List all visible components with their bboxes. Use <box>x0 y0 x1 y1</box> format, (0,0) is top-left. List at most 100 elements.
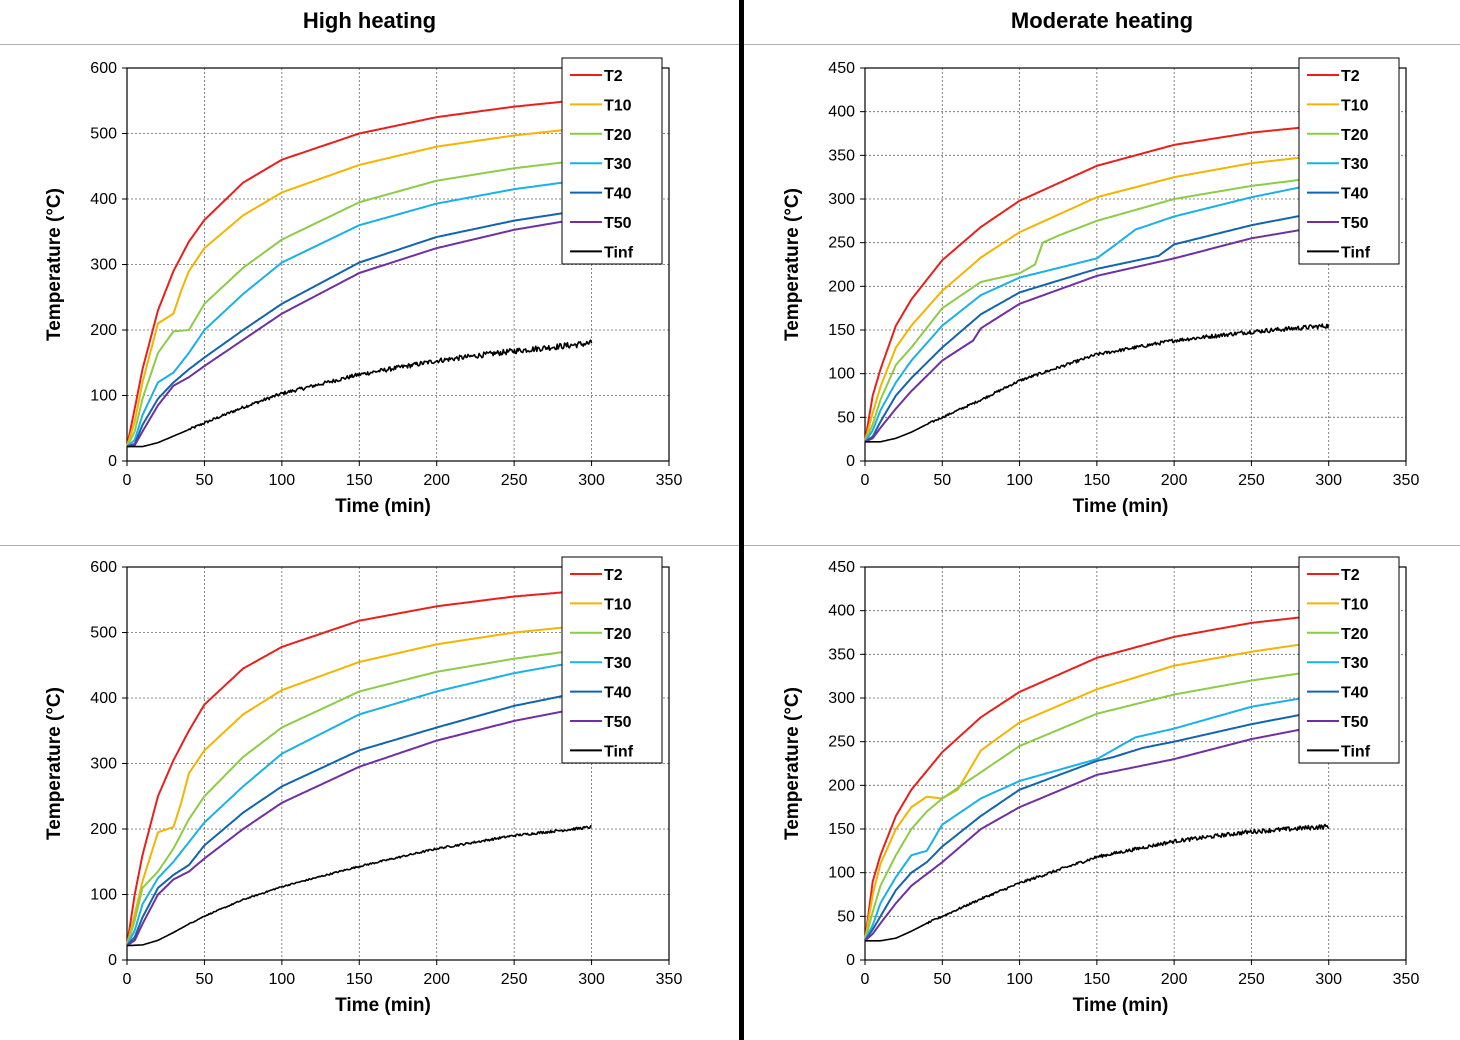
x-tick-label: 300 <box>1315 472 1342 489</box>
legend-label-t50: T50 <box>604 714 632 731</box>
series-line-t10 <box>126 623 592 946</box>
y-tick-label: 400 <box>828 104 855 121</box>
y-tick-label: 100 <box>90 887 117 904</box>
legend-label-tinf: Tinf <box>1341 743 1371 760</box>
x-tick-label: 0 <box>861 971 870 988</box>
x-tick-label: 300 <box>578 971 605 988</box>
legend-label-t10: T10 <box>1341 97 1369 114</box>
legend-label-t2: T2 <box>604 68 623 85</box>
x-tick-label: 250 <box>501 971 528 988</box>
legend-label-t30: T30 <box>1341 156 1369 173</box>
legend-box <box>561 556 663 764</box>
legend-label-t40: T40 <box>1341 186 1369 203</box>
legend-label-t30: T30 <box>1341 655 1369 672</box>
x-axis-title: Time (min) <box>335 496 431 517</box>
header-divider-left <box>0 44 739 45</box>
y-tick-label: 500 <box>90 126 117 143</box>
legend-box <box>1298 556 1400 764</box>
y-tick-label: 200 <box>90 322 117 339</box>
x-tick-label: 150 <box>1084 971 1111 988</box>
legend-label-t20: T20 <box>1341 626 1369 643</box>
legend-box <box>1298 57 1400 265</box>
y-tick-label: 450 <box>828 60 855 77</box>
series-line-t40 <box>126 207 592 448</box>
y-tick-label: 150 <box>828 821 855 838</box>
x-tick-label: 200 <box>423 472 450 489</box>
series-line-tinf <box>865 323 1330 443</box>
legend-label-t2: T2 <box>604 567 623 584</box>
y-tick-label: 400 <box>828 603 855 620</box>
x-tick-label: 100 <box>1006 472 1033 489</box>
header-divider-right <box>744 44 1460 45</box>
series-line-t20 <box>864 668 1329 942</box>
series-line-t40 <box>126 689 592 947</box>
x-tick-label: 0 <box>123 472 132 489</box>
x-tick-label: 350 <box>1393 971 1420 988</box>
y-tick-label: 0 <box>846 453 855 470</box>
legend-label-t20: T20 <box>604 626 632 643</box>
y-tick-label: 300 <box>90 756 117 773</box>
y-tick-label: 0 <box>108 453 117 470</box>
row-divider-right <box>744 545 1460 546</box>
legend-label-t50: T50 <box>1341 215 1369 232</box>
chart-moderate-heating-bottom: 0 50 100 150 200 250 300 350 0 50 100 150 200 250 300 3… <box>782 556 1420 1016</box>
x-tick-label: 50 <box>933 971 951 988</box>
y-tick-label: 450 <box>828 559 855 576</box>
y-tick-label: 0 <box>108 952 117 969</box>
y-tick-label: 200 <box>90 821 117 838</box>
legend-label-tinf: Tinf <box>604 244 634 261</box>
y-axis-title: Temperature (°C) <box>44 687 65 840</box>
y-tick-label: 50 <box>837 908 855 925</box>
series-line-t2 <box>864 613 1329 941</box>
y-tick-label: 0 <box>846 952 855 969</box>
y-tick-label: 300 <box>828 690 855 707</box>
series-line-t50 <box>126 215 592 448</box>
x-tick-label: 250 <box>1238 971 1265 988</box>
series-line-t30 <box>126 177 592 448</box>
legend-label-t10: T10 <box>604 97 632 114</box>
legend-label-t10: T10 <box>1341 596 1369 613</box>
plot-area <box>864 67 1407 462</box>
row-divider-left <box>0 545 739 546</box>
x-tick-label: 350 <box>656 472 683 489</box>
y-tick-label: 200 <box>828 777 855 794</box>
legend-label-t20: T20 <box>604 127 632 144</box>
y-tick-label: 250 <box>828 734 855 751</box>
x-tick-label: 350 <box>1393 472 1420 489</box>
legend-label-t20: T20 <box>1341 127 1369 144</box>
series-line-t40 <box>864 209 1329 443</box>
series-line-t40 <box>864 708 1329 942</box>
chart-high-heating-bottom: 0 50 100 150 200 250 300 350 0 100 200 300 400 500 600… <box>44 556 683 1016</box>
x-tick-label: 200 <box>1161 472 1188 489</box>
series-line-t2 <box>126 588 592 946</box>
series-line-t30 <box>864 692 1329 942</box>
y-tick-label: 400 <box>90 191 117 208</box>
series-line-t30 <box>126 658 592 947</box>
x-tick-label: 300 <box>578 472 605 489</box>
y-tick-label: 100 <box>828 366 855 383</box>
y-tick-label: 200 <box>828 278 855 295</box>
x-tick-label: 50 <box>196 971 214 988</box>
x-tick-label: 0 <box>123 971 132 988</box>
y-tick-label: 600 <box>90 559 117 576</box>
x-tick-label: 0 <box>861 472 870 489</box>
x-axis-title: Time (min) <box>1073 995 1169 1016</box>
legend-label-t40: T40 <box>1341 685 1369 702</box>
x-tick-label: 350 <box>656 971 683 988</box>
series-line-t20 <box>864 175 1329 443</box>
x-axis-title: Time (min) <box>1073 496 1169 517</box>
series-line-t2 <box>126 97 592 447</box>
series-line-tinf <box>127 339 593 448</box>
series-line-t50 <box>864 723 1329 942</box>
column-separator <box>739 0 744 1040</box>
x-tick-label: 150 <box>346 971 373 988</box>
y-tick-label: 350 <box>828 646 855 663</box>
legend-label-t50: T50 <box>604 215 632 232</box>
plot-area <box>864 566 1407 961</box>
series-line-tinf <box>127 825 592 947</box>
x-tick-label: 200 <box>1161 971 1188 988</box>
series-line-t20 <box>126 158 592 448</box>
x-tick-label: 50 <box>196 472 214 489</box>
x-tick-label: 200 <box>423 971 450 988</box>
y-axis-title: Temperature (°C) <box>782 687 803 840</box>
